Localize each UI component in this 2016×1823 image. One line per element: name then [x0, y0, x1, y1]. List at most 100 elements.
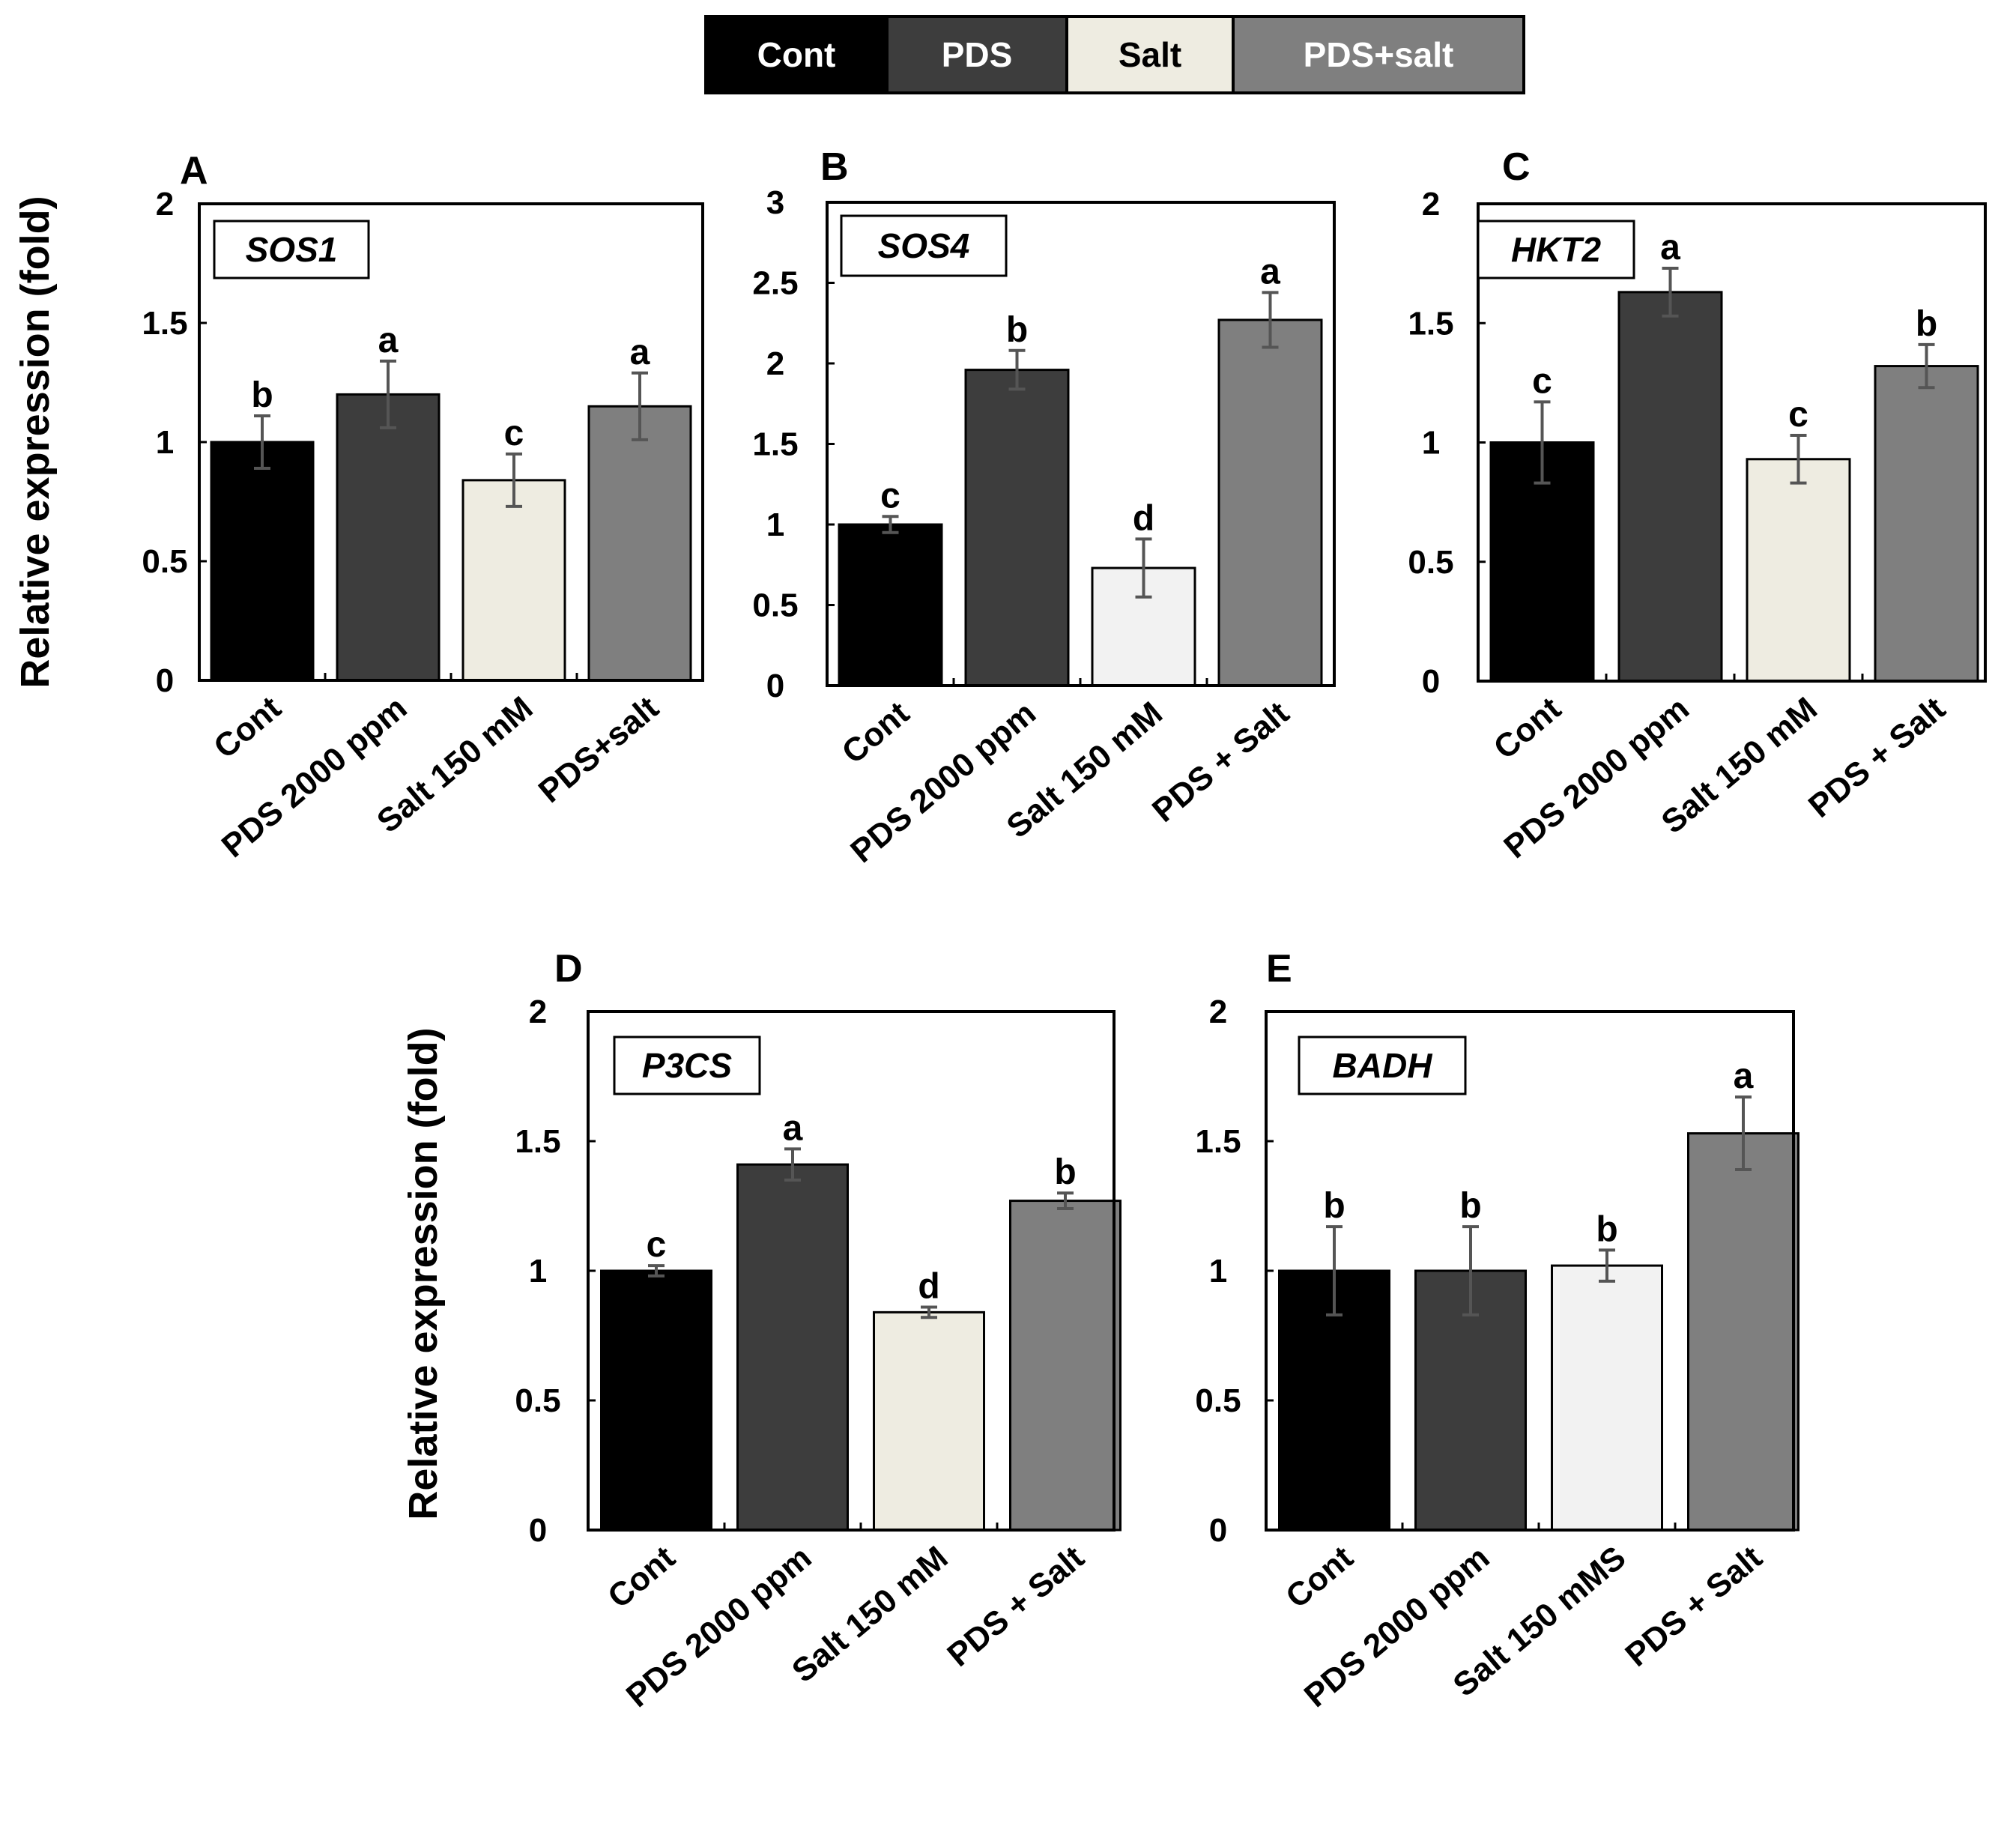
bar-C-1 — [1617, 291, 1723, 683]
error-bar-B-2 — [1135, 537, 1152, 599]
y-tick-label-E-2: 1 — [1209, 1253, 1227, 1290]
error-bar-D-3 — [1057, 1191, 1074, 1210]
error-bar-A-1 — [380, 359, 396, 429]
plot-frame-C — [1477, 202, 1987, 683]
y-tick-label-E-3: 1.5 — [1195, 1123, 1241, 1160]
significance-label-B-0: c — [880, 476, 900, 516]
category-label-D-0: Cont — [601, 1539, 682, 1615]
y-tick-label-D-2: 1 — [529, 1253, 547, 1290]
panel-letter-B: B — [820, 145, 849, 189]
gene-label-box-E — [1298, 1036, 1467, 1095]
y-tick-label-C-0: 0 — [1422, 663, 1440, 700]
y-tick-label-E-0: 0 — [1209, 1512, 1227, 1549]
significance-label-D-0: c — [647, 1225, 667, 1265]
error-bar-B-3 — [1262, 291, 1279, 349]
error-bar-A-2 — [506, 452, 522, 508]
y-tick-label-C-2: 1 — [1422, 425, 1440, 462]
category-label-D-3: PDS + Salt — [940, 1539, 1091, 1674]
gene-label-B: SOS4 — [878, 226, 970, 265]
gene-label-E: BADH — [1333, 1046, 1433, 1085]
significance-label-E-2: b — [1596, 1209, 1617, 1249]
error-bar-B-0 — [882, 515, 899, 534]
significance-label-A-0: b — [251, 375, 273, 415]
significance-label-A-3: a — [630, 333, 650, 372]
y-tick-label-A-0: 0 — [156, 662, 174, 699]
significance-label-B-2: d — [1133, 498, 1154, 538]
y-tick-label-A-1: 0.5 — [142, 543, 187, 580]
panel-A: A Relative expression (fold) 0 0.5 1 1.5 2 b Con… — [13, 149, 704, 865]
y-tick-label-C-1: 0.5 — [1408, 544, 1453, 581]
y-tick-label-D-4: 2 — [529, 994, 547, 1030]
panel-D: D Relative expression (fold) 0 0.5 1 1.5 2 c Con… — [401, 947, 1121, 1714]
gene-label-box-D — [613, 1036, 761, 1095]
error-bar-D-2 — [921, 1305, 937, 1319]
bar-C-3 — [1874, 365, 1979, 683]
legend-label-0: Cont — [757, 35, 836, 74]
y-tick-label-D-0: 0 — [529, 1512, 547, 1549]
significance-label-C-3: b — [1916, 304, 1937, 344]
legend-label-2: Salt — [1119, 35, 1181, 74]
legend-label-1: PDS — [942, 35, 1013, 74]
bar-E-2 — [1551, 1264, 1663, 1532]
y-tick-label-B-2: 1 — [766, 507, 784, 543]
significance-label-A-2: c — [504, 414, 524, 453]
error-bar-A-3 — [632, 371, 648, 441]
legend-swatch-0 — [704, 15, 889, 94]
bar-B-0 — [838, 523, 943, 687]
bar-B-1 — [964, 369, 1070, 687]
category-label-E-3: PDS + Salt — [1618, 1539, 1769, 1674]
significance-label-E-1: b — [1459, 1186, 1481, 1226]
error-bar-C-2 — [1790, 433, 1807, 485]
y-axis-label-A: Relative expression (fold) — [13, 196, 58, 688]
y-tick-label-E-4: 2 — [1209, 994, 1227, 1030]
bar-D-3 — [1009, 1200, 1121, 1532]
bar-A-0 — [210, 441, 315, 682]
bar-B-3 — [1217, 318, 1323, 687]
y-axis-label-D: Relative expression (fold) — [401, 1027, 446, 1520]
error-bar-A-0 — [254, 414, 270, 470]
y-tick-label-A-3: 1.5 — [142, 305, 187, 342]
plot-frame-B — [826, 201, 1336, 687]
category-label-B-3: PDS + Salt — [1145, 695, 1296, 829]
significance-label-D-2: d — [918, 1266, 939, 1306]
category-label-C-0: Cont — [1487, 690, 1569, 767]
category-label-E-0: Cont — [1279, 1539, 1360, 1615]
gene-label-A: SOS1 — [246, 230, 338, 269]
plot-frame-A — [198, 202, 704, 682]
gene-label-D: P3CS — [642, 1046, 732, 1085]
y-tick-label-A-2: 1 — [156, 424, 174, 461]
y-tick-label-D-3: 1.5 — [515, 1123, 560, 1160]
panel-letter-D: D — [554, 947, 583, 991]
y-tick-label-B-4: 2 — [766, 345, 784, 382]
gene-label-box-C — [1477, 220, 1635, 279]
panel-letter-A: A — [180, 149, 208, 193]
y-tick-label-B-1: 0.5 — [752, 587, 798, 624]
category-label-B-0: Cont — [835, 695, 917, 771]
error-bar-C-0 — [1534, 400, 1551, 485]
gene-label-C: HKT2 — [1511, 230, 1602, 269]
bar-A-2 — [461, 479, 566, 682]
panel-letter-C: C — [1502, 145, 1531, 189]
error-bar-E-0 — [1326, 1225, 1343, 1316]
significance-label-B-1: b — [1006, 310, 1028, 350]
legend-swatch-3 — [1232, 15, 1525, 94]
y-tick-label-D-1: 0.5 — [515, 1382, 560, 1419]
error-bar-C-1 — [1662, 266, 1679, 318]
error-bar-D-1 — [784, 1147, 801, 1182]
significance-label-B-3: a — [1260, 252, 1280, 291]
panel-letter-E: E — [1266, 947, 1292, 991]
legend: Cont PDS Salt PDS+salt — [704, 15, 1525, 94]
significance-label-D-1: a — [783, 1108, 803, 1148]
category-label-A-3: PDS+salt — [532, 689, 666, 810]
significance-label-D-3: b — [1054, 1152, 1076, 1192]
significance-label-A-1: a — [378, 321, 399, 360]
bar-A-3 — [587, 405, 692, 682]
error-bar-C-3 — [1918, 342, 1935, 390]
error-bar-E-2 — [1599, 1248, 1615, 1283]
legend-swatch-1 — [886, 15, 1068, 94]
plot-frame-E — [1265, 1010, 1795, 1532]
chart-panels: A Relative expression (fold) 0 0.5 1 1.5 2 b Con… — [13, 145, 1987, 1714]
